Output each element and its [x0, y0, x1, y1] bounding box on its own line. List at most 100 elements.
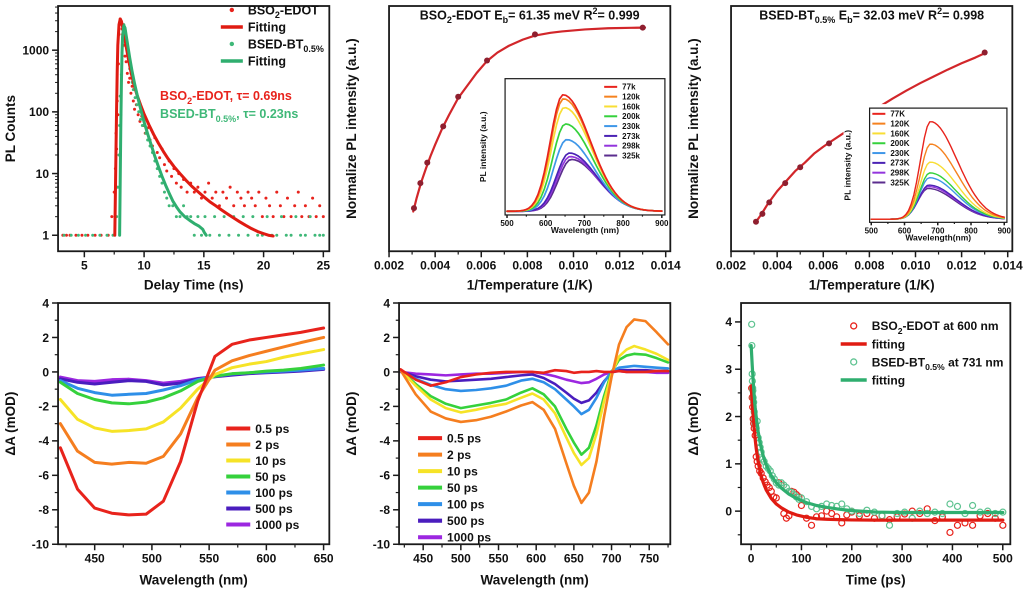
svg-text:120K: 120K — [890, 120, 909, 129]
svg-text:50 ps: 50 ps — [255, 470, 286, 484]
panel-ta-kinetics: 0 100 200 300 400 500 0 1 2 3 4 Time (ps) ΔA (mOD) BS… — [683, 295, 1024, 590]
series-100ps — [399, 364, 670, 416]
svg-text:650: 650 — [314, 552, 334, 566]
svg-text:0.004: 0.004 — [762, 258, 792, 272]
legend: 0.5 ps 2 ps 10 ps 50 ps 100 ps 500 ps 1000 ps — [418, 432, 492, 545]
svg-text:Fitting: Fitting — [248, 20, 286, 34]
svg-text:500: 500 — [992, 552, 1012, 566]
svg-text:fitting: fitting — [871, 374, 904, 388]
svg-text:-4: -4 — [380, 434, 391, 448]
svg-text:600: 600 — [527, 552, 547, 566]
svg-text:273K: 273K — [890, 159, 909, 168]
svg-text:25: 25 — [317, 258, 331, 272]
svg-text:700: 700 — [578, 219, 592, 228]
svg-text:400: 400 — [942, 552, 962, 566]
y-axis-label: ΔA (mOD) — [686, 392, 701, 456]
svg-text:230K: 230K — [890, 149, 909, 158]
annotation: BSED-BT0.5% Eb= 32.03 meV R2= 0.998 — [759, 6, 984, 25]
series-0.5ps — [399, 368, 670, 388]
svg-text:0: 0 — [384, 366, 391, 380]
svg-text:20: 20 — [257, 258, 271, 272]
x-axis: 0 100 200 300 400 500 — [747, 544, 1013, 566]
x-axis-label: Delay Time (ns) — [144, 277, 244, 292]
svg-text:700: 700 — [602, 552, 622, 566]
svg-text:1000 ps: 1000 ps — [447, 531, 491, 545]
svg-text:2: 2 — [384, 331, 391, 345]
svg-text:1: 1 — [725, 457, 732, 471]
svg-text:0.5 ps: 0.5 ps — [447, 432, 481, 446]
x-axis-label: Wavelength(nm) — [905, 232, 971, 242]
svg-text:650: 650 — [564, 552, 584, 566]
annotation: BSO2-EDOT Eb= 61.35 meV R2= 0.999 — [420, 6, 640, 25]
svg-text:230k: 230k — [623, 122, 641, 131]
svg-text:BSO2-EDOT at 600 nm: BSO2-EDOT at 600 nm — [871, 320, 998, 337]
svg-text:1000: 1000 — [22, 43, 49, 57]
series-77K — [870, 121, 1005, 220]
svg-text:0.012: 0.012 — [605, 258, 635, 272]
series-BSED-BT-731nm — [747, 321, 1007, 530]
series-BSED-BT-fitting — [749, 344, 1005, 515]
svg-text:0.014: 0.014 — [651, 258, 681, 272]
series-BSO2-EDOT-fitting — [113, 17, 275, 238]
ta-spectra-bsed-bt-chart: 450 500 550 600 650 700 750 4 2 0 -2 -4 -6 -8 -10 Wavel… — [344, 297, 672, 588]
svg-text:100: 100 — [29, 105, 49, 119]
svg-text:2: 2 — [725, 410, 732, 424]
svg-text:600: 600 — [897, 226, 911, 235]
svg-text:2: 2 — [42, 331, 49, 345]
y-axis: 4 2 0 -2 -4 -6 -8 -10 — [373, 297, 400, 552]
svg-text:-10: -10 — [32, 538, 50, 552]
x-axis-label: 1/Temperature (1/K) — [808, 277, 934, 292]
svg-text:0: 0 — [42, 366, 49, 380]
svg-text:450: 450 — [413, 552, 433, 566]
x-axis: 500 600 700 800 900 — [501, 214, 669, 228]
svg-text:550: 550 — [199, 552, 219, 566]
svg-text:0.010: 0.010 — [900, 258, 930, 272]
svg-text:-4: -4 — [38, 434, 49, 448]
y-axis-label: ΔA (mOD) — [344, 392, 359, 456]
svg-text:500 ps: 500 ps — [255, 502, 293, 516]
x-axis: 450 500 550 600 650 — [65, 544, 334, 566]
svg-text:0.006: 0.006 — [467, 258, 497, 272]
y-axis-label: PL Counts — [3, 95, 18, 162]
series-500ps — [399, 369, 670, 405]
y-axis: 0 1 2 3 4 — [725, 316, 741, 536]
series-50ps — [399, 352, 670, 457]
x-axis: 5 10 15 20 25 — [81, 251, 330, 272]
svg-text:10: 10 — [36, 167, 50, 181]
x-axis: 0.002 0.004 0.006 0.008 0.010 0.012 0.014 — [374, 251, 681, 272]
svg-text:750: 750 — [640, 552, 660, 566]
y-axis: 4 2 0 -2 -4 -6 -8 -10 — [32, 297, 59, 552]
svg-text:800: 800 — [964, 226, 978, 235]
ta-spectra-bso2-edot-chart: 450 500 550 600 650 4 2 0 -2 -4 -6 -8 -10 Wavelength … — [3, 297, 334, 588]
series-10ps — [58, 348, 326, 434]
svg-text:10: 10 — [137, 258, 151, 272]
plot-frame — [739, 302, 1011, 546]
svg-text:77K: 77K — [890, 110, 905, 119]
svg-text:550: 550 — [489, 552, 509, 566]
svg-text:0.008: 0.008 — [854, 258, 884, 272]
panel-ta-spectra-bsed-bt: 450 500 550 600 650 700 750 4 2 0 -2 -4 -6 -8 -10 Wavel… — [341, 295, 682, 590]
svg-text:4: 4 — [42, 297, 49, 311]
svg-text:325k: 325k — [623, 151, 641, 160]
svg-text:-8: -8 — [38, 503, 49, 517]
svg-text:-6: -6 — [38, 469, 49, 483]
plot-frame — [388, 5, 672, 253]
svg-text:0: 0 — [725, 505, 732, 519]
y-axis-label: PL intensity (a.u.) — [842, 130, 852, 201]
svg-text:500: 500 — [142, 552, 162, 566]
plot-frame — [398, 302, 672, 546]
svg-text:10 ps: 10 ps — [447, 465, 478, 479]
svg-text:325K: 325K — [890, 178, 909, 187]
series-77k — [506, 93, 663, 213]
series-2ps — [399, 318, 670, 505]
y-axis-label: Normalize PL intensity (a.u.) — [344, 38, 359, 219]
svg-text:4: 4 — [725, 316, 732, 330]
panel-eb-bso2-edot: 0.002 0.004 0.006 0.008 0.010 0.012 0.014 1/Tem… — [341, 0, 682, 295]
svg-text:-8: -8 — [380, 503, 391, 517]
svg-text:500: 500 — [451, 552, 471, 566]
y-axis-label: Normalize PL intensity (a.u.) — [686, 38, 701, 219]
svg-text:200K: 200K — [890, 139, 909, 148]
panel-eb-bsed-bt: 0.002 0.004 0.006 0.008 0.010 0.012 0.014 1/Tem… — [683, 0, 1024, 295]
